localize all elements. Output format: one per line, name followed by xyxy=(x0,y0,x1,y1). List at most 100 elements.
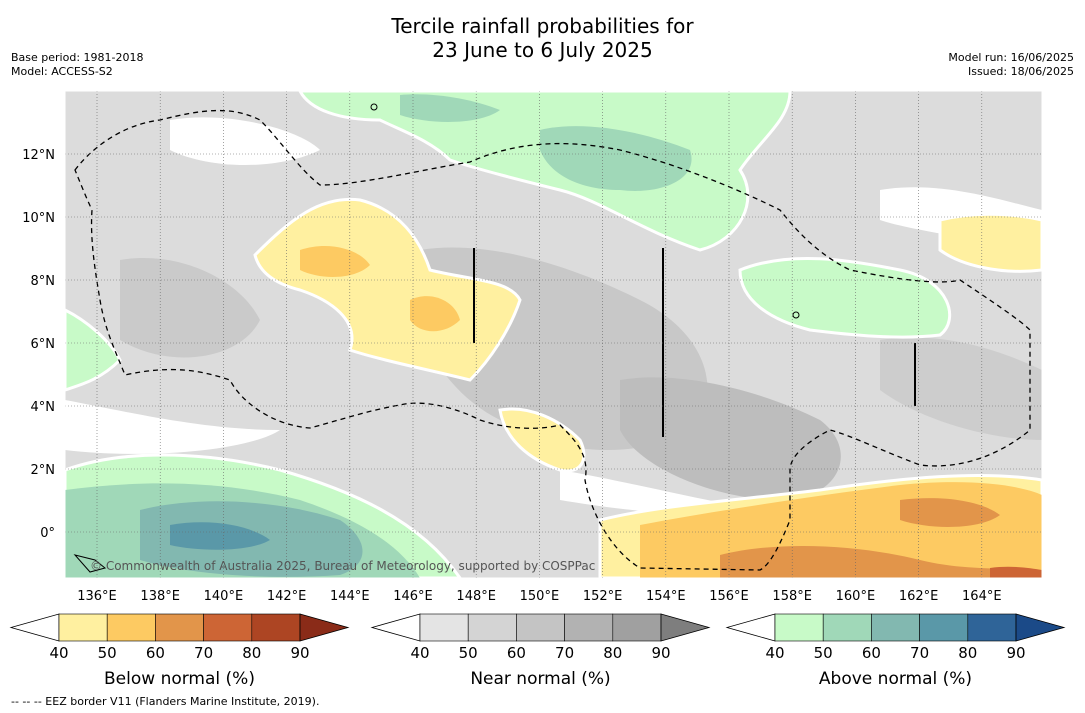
above-normal-50-north-2 xyxy=(400,94,500,122)
latitude-label: 12°N xyxy=(22,148,55,163)
model-text: Model: ACCESS-S2 xyxy=(11,65,113,78)
colorbar-tick: 50 xyxy=(814,644,833,662)
longitude-label: 150°E xyxy=(520,589,560,604)
longitude-label: 138°E xyxy=(140,589,180,604)
colorbar-max-triangle xyxy=(660,613,711,642)
colorbar-segment xyxy=(106,613,156,642)
colorbar-label: Above normal (%) xyxy=(819,669,972,689)
below-normal-central-south xyxy=(498,407,586,473)
colorbar-tick: 40 xyxy=(410,644,429,662)
colorbar-tick: 60 xyxy=(507,644,526,662)
colorbar-tick: 90 xyxy=(651,644,670,662)
base-period-text: Base period: 1981-2018 xyxy=(11,51,144,64)
graticule xyxy=(65,91,1042,578)
colorbar-segment xyxy=(155,613,204,642)
below-normal-east xyxy=(938,212,1042,273)
longitude-label: 152°E xyxy=(583,589,623,604)
colorbar-tick: 80 xyxy=(603,644,622,662)
copyright-text: © Commonwealth of Australia 2025, Bureau… xyxy=(90,559,595,573)
above-normal-50-north xyxy=(540,126,692,191)
longitude-label: 140°E xyxy=(204,589,244,604)
colorbar-tick: 80 xyxy=(242,644,261,662)
eez-border xyxy=(74,109,1031,571)
island-3 xyxy=(73,554,107,573)
below-normal-50-central xyxy=(300,245,370,277)
longitude-label: 156°E xyxy=(709,589,749,604)
near-normal-50-east xyxy=(880,337,1042,440)
colorbar-min-triangle xyxy=(725,613,776,642)
title-line-2: 23 June to 6 July 2025 xyxy=(432,38,653,62)
longitude-label: 162°E xyxy=(899,589,939,604)
colorbar-tick: 60 xyxy=(146,644,165,662)
latitude-label: 6°N xyxy=(31,337,56,352)
colorbar-segment xyxy=(251,613,301,642)
longitude-label: 146°E xyxy=(393,589,433,604)
colorbar-tick: 70 xyxy=(555,644,574,662)
colorbar-tick: 90 xyxy=(1006,644,1025,662)
colorbar-min-triangle xyxy=(9,613,60,642)
colorbar-max-triangle xyxy=(1015,613,1066,642)
longitude-label: 148°E xyxy=(456,589,496,604)
island-2 xyxy=(792,311,800,319)
issued-text: Issued: 18/06/2025 xyxy=(967,65,1074,78)
white-patch-2 xyxy=(65,400,280,454)
above-normal-east xyxy=(738,257,951,339)
model-run-text: Model run: 16/06/2025 xyxy=(948,51,1074,64)
colorbar-segment xyxy=(467,613,517,642)
colorbar: 40 50 60 70 80 90 Above normal (%) xyxy=(725,613,1066,689)
colorbar-tick: 60 xyxy=(862,644,881,662)
colorbar-tick: 50 xyxy=(98,644,117,662)
colorbar-tick: 50 xyxy=(459,644,478,662)
island-1 xyxy=(370,103,378,111)
near-normal-60-region xyxy=(620,377,841,500)
page-title: Tercile rainfall probabilities for 23 Ju… xyxy=(0,14,1085,62)
colorbar-segment xyxy=(822,613,872,642)
colorbar-min-triangle xyxy=(370,613,421,642)
colorbar-label: Near normal (%) xyxy=(470,669,610,689)
longitude-label: 164°E xyxy=(962,589,1002,604)
below-normal-central xyxy=(253,197,522,382)
below-normal-60-southeast-2 xyxy=(720,545,1042,578)
colorbar-segment xyxy=(564,613,614,642)
above-normal-north xyxy=(298,91,792,252)
map-area xyxy=(65,91,1042,578)
colorbar-tick: 90 xyxy=(290,644,309,662)
footer-text: -- -- -- EEZ border V11 (Flanders Marine… xyxy=(11,695,320,708)
colorbars: 40 50 60 70 80 90 Below normal (%) 40 50 60 70 80 90… xyxy=(9,613,1066,689)
map-frame xyxy=(64,90,1043,579)
longitude-label: 144°E xyxy=(330,589,370,604)
latitude-label: 8°N xyxy=(31,274,56,289)
colorbar-tick: 70 xyxy=(910,644,929,662)
colorbar-segment xyxy=(58,613,108,642)
colorbar-segment xyxy=(419,613,469,642)
colorbar-segment xyxy=(516,613,565,642)
colorbar-max-triangle xyxy=(299,613,350,642)
latitude-label: 4°N xyxy=(31,400,56,415)
colorbar-segment xyxy=(612,613,662,642)
colorbar-segment xyxy=(967,613,1017,642)
latitude-label: 0° xyxy=(40,526,55,541)
title-line-1: Tercile rainfall probabilities for xyxy=(391,14,694,38)
latitude-labels: 12°N 10°N 8°N 6°N 4°N 2°N 0° xyxy=(22,148,55,541)
colorbar-tick: 70 xyxy=(194,644,213,662)
meta-right: Model run: 16/06/2025 Issued: 18/06/2025 xyxy=(948,51,1074,79)
colorbar-segment xyxy=(774,613,824,642)
colorbar-segment xyxy=(871,613,920,642)
colorbar-tick: 40 xyxy=(765,644,784,662)
longitude-labels: 136°E 138°E 140°E 142°E 144°E 146°E 148°E 150°E… xyxy=(77,589,1001,604)
below-normal-60-southeast xyxy=(900,498,1000,527)
white-patch-1 xyxy=(170,117,320,165)
longitude-label: 142°E xyxy=(267,589,307,604)
longitude-label: 160°E xyxy=(836,589,876,604)
latitude-label: 10°N xyxy=(22,211,55,226)
colorbar-segment xyxy=(919,613,969,642)
meta-left: Base period: 1981-2018 Model: ACCESS-S2 xyxy=(11,51,143,79)
colorbar: 40 50 60 70 80 90 Near normal (%) xyxy=(370,613,711,689)
longitude-label: 136°E xyxy=(77,589,117,604)
below-normal-70-southeast xyxy=(990,566,1042,578)
above-normal-70-southwest xyxy=(170,522,270,550)
longitude-label: 158°E xyxy=(772,589,812,604)
colorbar-tick: 40 xyxy=(49,644,68,662)
near-normal-50-west xyxy=(120,258,260,358)
